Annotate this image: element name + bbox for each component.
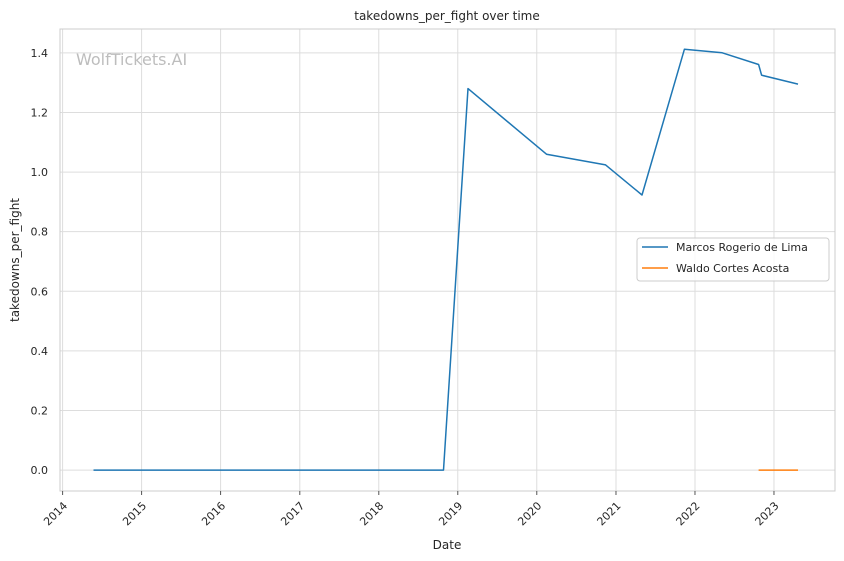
- y-tick-label: 0.6: [31, 285, 49, 298]
- x-tick-label: 2023: [753, 499, 782, 528]
- y-tick-label: 0.4: [31, 345, 49, 358]
- y-tick-label: 1.4: [31, 47, 49, 60]
- x-axis-label: Date: [433, 538, 462, 552]
- x-tick-label: 2017: [278, 499, 307, 528]
- legend: Marcos Rogerio de Lima Waldo Cortes Acost…: [636, 237, 830, 282]
- legend-label: Marcos Rogerio de Lima: [676, 241, 808, 254]
- series-line-0: [93, 48, 799, 471]
- watermark: WolfTickets.AI: [76, 50, 187, 69]
- x-tick-label: 2014: [41, 499, 70, 528]
- y-axis-ticks: 0.0 0.2 0.4 0.6 0.8 1.0 1.2 1.4: [31, 47, 49, 477]
- legend-label: Waldo Cortes Acosta: [676, 262, 789, 275]
- x-tick-label: 2019: [436, 499, 465, 528]
- x-tick-label: 2018: [357, 499, 386, 528]
- chart-title: takedowns_per_fight over time: [354, 9, 540, 23]
- y-tick-label: 0.0: [31, 464, 49, 477]
- y-tick-label: 1.2: [31, 106, 49, 119]
- x-tick-label: 2020: [515, 499, 544, 528]
- y-tick-label: 0.2: [31, 405, 49, 418]
- x-tick-label: 2022: [674, 499, 703, 528]
- x-tick-label: 2021: [595, 499, 624, 528]
- series-lines: [93, 48, 799, 471]
- plot-frame: [59, 28, 836, 492]
- y-axis-label: takedowns_per_fight: [8, 198, 22, 322]
- x-tick-label: 2016: [199, 499, 228, 528]
- y-tick-label: 0.8: [31, 226, 49, 239]
- x-tick-label: 2015: [120, 499, 149, 528]
- legend-box: [636, 237, 830, 282]
- y-tick-label: 1.0: [31, 166, 49, 179]
- x-axis-ticks: 2014 2015 2016 2017 2018 2019 2020 2021 2022 2023: [41, 491, 782, 528]
